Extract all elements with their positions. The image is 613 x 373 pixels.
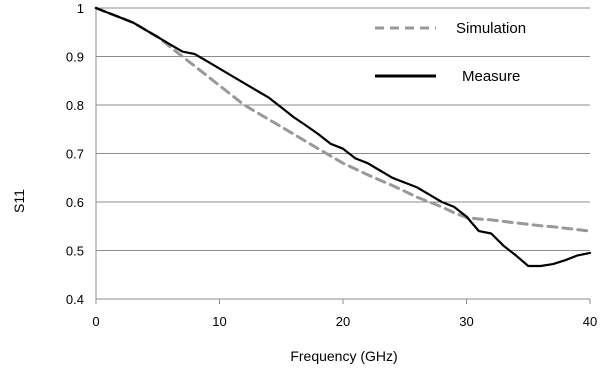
x-tick-label: 0 bbox=[92, 314, 99, 329]
grid-lines bbox=[96, 7, 590, 251]
legend-label-simulation: Simulation bbox=[456, 20, 526, 37]
x-tick-label: 20 bbox=[336, 314, 350, 329]
x-axis-title: Frequency (GHz) bbox=[290, 348, 397, 364]
legend: Simulation Measure bbox=[375, 20, 526, 85]
x-tick-label: 30 bbox=[459, 314, 473, 329]
y-tick-label: 0.6 bbox=[66, 195, 84, 210]
x-tick-label: 10 bbox=[212, 314, 226, 329]
y-tick-label: 0.8 bbox=[66, 98, 84, 113]
y-tick-label: 0.5 bbox=[66, 244, 84, 259]
y-axis-title: S11 bbox=[11, 189, 27, 213]
y-tick-label: 0.4 bbox=[66, 292, 84, 307]
series-line-simulation bbox=[94, 6, 592, 233]
y-tick-label: 0.9 bbox=[66, 50, 84, 65]
legend-label-measure: Measure bbox=[462, 68, 520, 85]
axes bbox=[95, 8, 591, 304]
y-tick-label: 1 bbox=[77, 1, 84, 16]
series-lines bbox=[94, 6, 592, 268]
tick-labels: 0.40.50.60.70.80.910 10 20 30 40 bbox=[66, 1, 597, 329]
series-line-measure bbox=[94, 6, 592, 268]
x-tick-label: 40 bbox=[583, 314, 597, 329]
y-tick-label: 0.7 bbox=[66, 147, 84, 162]
